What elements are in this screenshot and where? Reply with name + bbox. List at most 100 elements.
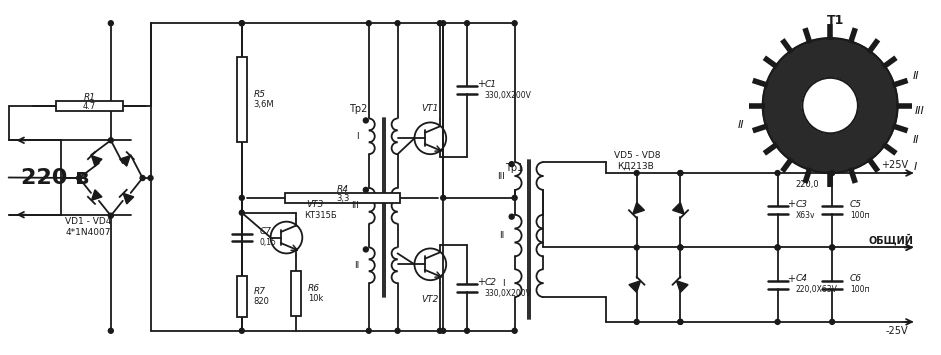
Polygon shape — [763, 38, 898, 173]
Text: R7: R7 — [254, 287, 265, 296]
Text: Тр2: Тр2 — [349, 104, 367, 114]
Text: C4: C4 — [795, 274, 807, 283]
Text: 100п: 100п — [850, 211, 869, 220]
Circle shape — [108, 328, 113, 333]
Bar — [285, 193, 400, 203]
Circle shape — [440, 195, 446, 200]
Bar — [237, 276, 247, 317]
Circle shape — [465, 328, 470, 333]
Circle shape — [440, 21, 446, 26]
Circle shape — [830, 320, 835, 324]
Polygon shape — [91, 155, 102, 166]
Circle shape — [148, 175, 153, 180]
Circle shape — [678, 170, 683, 175]
Text: VD5 - VD8: VD5 - VD8 — [614, 151, 661, 160]
Text: I: I — [357, 132, 359, 141]
Circle shape — [634, 245, 639, 250]
Text: C5: C5 — [850, 200, 862, 209]
Text: 0,15: 0,15 — [260, 238, 277, 247]
Text: +: + — [477, 277, 485, 287]
Circle shape — [108, 21, 113, 26]
Text: Т1: Т1 — [826, 14, 844, 27]
Text: +25V: +25V — [882, 160, 909, 170]
Circle shape — [239, 210, 245, 215]
Circle shape — [775, 245, 780, 250]
Circle shape — [239, 195, 245, 200]
Text: 330,0X200V: 330,0X200V — [485, 91, 532, 100]
Text: +: + — [788, 274, 795, 284]
Text: Тр1: Тр1 — [504, 163, 523, 173]
Circle shape — [678, 245, 683, 250]
Bar — [56, 100, 123, 110]
Circle shape — [239, 21, 245, 26]
Circle shape — [509, 162, 514, 166]
Polygon shape — [91, 190, 102, 200]
Circle shape — [465, 21, 470, 26]
Text: VD1 - VD4: VD1 - VD4 — [65, 217, 111, 226]
Circle shape — [366, 21, 372, 26]
Text: +: + — [477, 79, 485, 89]
Circle shape — [108, 138, 113, 143]
Text: VT3: VT3 — [306, 200, 324, 209]
Text: R4: R4 — [337, 185, 348, 195]
Polygon shape — [633, 202, 645, 214]
Circle shape — [678, 170, 683, 175]
Text: III: III — [351, 201, 359, 210]
Text: II: II — [912, 71, 918, 81]
Bar — [237, 56, 247, 142]
Circle shape — [678, 245, 683, 250]
Circle shape — [512, 328, 518, 333]
Text: ОБЩИЙ: ОБЩИЙ — [869, 234, 914, 245]
Circle shape — [830, 170, 835, 175]
Circle shape — [440, 328, 446, 333]
Circle shape — [363, 118, 368, 123]
Circle shape — [830, 245, 835, 250]
Bar — [291, 271, 301, 316]
Polygon shape — [629, 281, 641, 293]
Circle shape — [678, 320, 683, 324]
Text: 220,0Х63V: 220,0Х63V — [795, 285, 837, 294]
Circle shape — [239, 328, 245, 333]
Text: КТ315Б: КТ315Б — [304, 211, 337, 220]
Text: VT2: VT2 — [422, 295, 439, 304]
Circle shape — [363, 247, 368, 252]
Text: VT1: VT1 — [422, 104, 439, 113]
Text: 4*1N4007: 4*1N4007 — [65, 228, 111, 237]
Text: -25V: -25V — [885, 326, 909, 336]
Circle shape — [512, 21, 518, 26]
Circle shape — [634, 170, 639, 175]
Text: 330,0X200V: 330,0X200V — [485, 289, 532, 297]
Text: 220,0: 220,0 — [795, 180, 819, 190]
Text: 820: 820 — [254, 297, 269, 306]
Text: C7: C7 — [260, 227, 272, 236]
Text: R6: R6 — [308, 284, 320, 293]
Circle shape — [634, 320, 639, 324]
Circle shape — [509, 214, 514, 219]
Polygon shape — [123, 193, 134, 204]
Circle shape — [775, 320, 780, 324]
Text: 4.7: 4.7 — [83, 102, 96, 111]
Text: 3,3: 3,3 — [336, 194, 349, 203]
Circle shape — [108, 213, 113, 218]
Polygon shape — [677, 281, 688, 293]
Text: I: I — [914, 162, 917, 172]
Circle shape — [512, 195, 518, 200]
Circle shape — [363, 187, 368, 192]
Circle shape — [830, 245, 835, 250]
Text: 100п: 100п — [850, 285, 869, 294]
Text: II: II — [500, 231, 504, 240]
Circle shape — [803, 78, 858, 133]
Text: II: II — [912, 135, 918, 145]
Text: C1: C1 — [485, 80, 497, 89]
Circle shape — [395, 328, 400, 333]
Text: I: I — [502, 279, 504, 288]
Text: II: II — [738, 120, 744, 130]
Circle shape — [239, 21, 245, 26]
Text: +: + — [788, 199, 795, 209]
Text: КД213В: КД213В — [617, 162, 654, 171]
Circle shape — [140, 175, 145, 180]
Text: III: III — [497, 171, 504, 180]
Text: III: III — [915, 105, 924, 115]
Circle shape — [76, 175, 82, 180]
Text: Х63v: Х63v — [795, 211, 815, 220]
